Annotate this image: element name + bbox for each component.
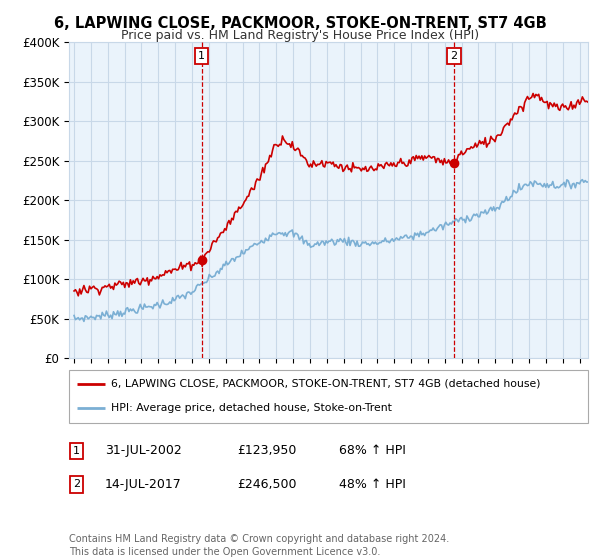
Text: HPI: Average price, detached house, Stoke-on-Trent: HPI: Average price, detached house, Stok… <box>110 403 391 413</box>
Text: 48% ↑ HPI: 48% ↑ HPI <box>339 478 406 491</box>
Bar <box>202 42 454 358</box>
Text: £246,500: £246,500 <box>237 478 296 491</box>
Text: 1: 1 <box>73 446 80 456</box>
FancyBboxPatch shape <box>69 370 588 423</box>
Text: 6, LAPWING CLOSE, PACKMOOR, STOKE-ON-TRENT, ST7 4GB: 6, LAPWING CLOSE, PACKMOOR, STOKE-ON-TRE… <box>53 16 547 31</box>
Text: £123,950: £123,950 <box>237 444 296 458</box>
Text: Price paid vs. HM Land Registry's House Price Index (HPI): Price paid vs. HM Land Registry's House … <box>121 29 479 42</box>
Text: 68% ↑ HPI: 68% ↑ HPI <box>339 444 406 458</box>
Text: 1: 1 <box>198 51 205 61</box>
Text: 6, LAPWING CLOSE, PACKMOOR, STOKE-ON-TRENT, ST7 4GB (detached house): 6, LAPWING CLOSE, PACKMOOR, STOKE-ON-TRE… <box>110 379 540 389</box>
Text: 14-JUL-2017: 14-JUL-2017 <box>105 478 182 491</box>
Text: 31-JUL-2002: 31-JUL-2002 <box>105 444 182 458</box>
Text: Contains HM Land Registry data © Crown copyright and database right 2024.
This d: Contains HM Land Registry data © Crown c… <box>69 534 449 557</box>
Text: 2: 2 <box>451 51 457 61</box>
Text: 2: 2 <box>73 479 80 489</box>
